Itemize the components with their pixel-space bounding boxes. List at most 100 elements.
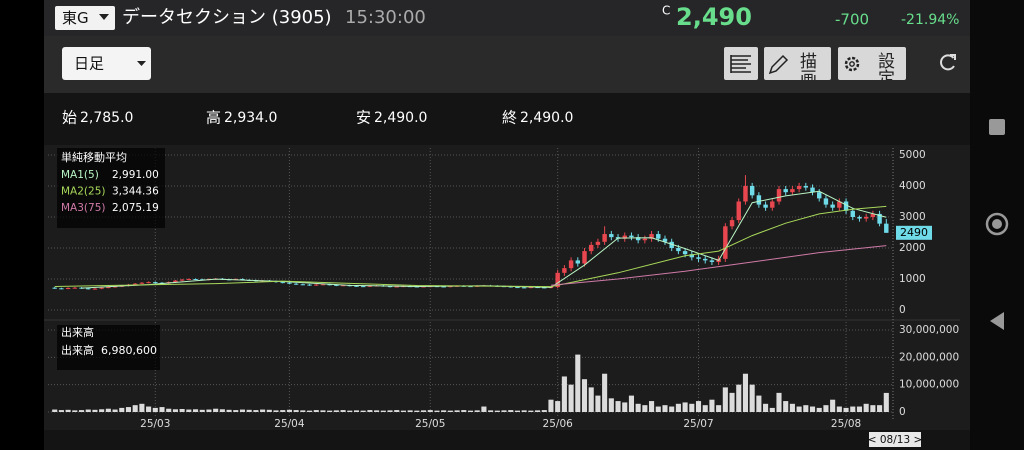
y-tick-label: 3000 — [899, 211, 926, 223]
x-tick-label: 25/05 — [415, 418, 445, 430]
volume-bar — [454, 410, 460, 412]
volume-bar — [856, 406, 863, 412]
volume-bar — [776, 392, 782, 412]
volume-bar — [742, 373, 749, 412]
candle-body — [870, 213, 876, 217]
time: 15:30:00 — [345, 7, 426, 28]
volume-bar — [662, 405, 668, 412]
candle-body — [52, 287, 57, 289]
candle-body — [662, 238, 668, 242]
volume-bar — [608, 398, 614, 412]
y-tick-label: 2000 — [899, 242, 926, 254]
back-button[interactable] — [990, 312, 1004, 330]
candle-body — [468, 286, 473, 288]
candle-body — [421, 286, 426, 288]
candle-body — [146, 282, 151, 284]
candle-body — [629, 235, 634, 238]
volume-bar — [434, 410, 440, 412]
volume-bar — [340, 410, 346, 412]
candle-body — [448, 286, 453, 288]
volume-bar — [541, 410, 547, 412]
volume-bar — [836, 406, 842, 412]
volume-bar — [58, 410, 64, 412]
volume-bar — [736, 384, 742, 412]
candle-body — [783, 189, 788, 193]
ma-legend-value: 2,991.00 — [112, 169, 159, 181]
volume-bar — [192, 409, 199, 412]
ohlc-label: 始 — [62, 109, 77, 127]
volume-bar — [360, 410, 366, 412]
pencil-icon — [768, 54, 789, 75]
cursor-date-box — [869, 432, 921, 447]
volume-bar — [675, 403, 681, 412]
ohlc-value: 2,934.0 — [224, 110, 277, 126]
volume-bar — [394, 410, 400, 412]
period-select[interactable] — [62, 47, 151, 80]
refresh-icon[interactable] — [940, 54, 955, 71]
candle-body — [622, 235, 627, 239]
candle-body — [441, 286, 446, 288]
candle-body — [837, 201, 842, 208]
volume-bar — [649, 401, 655, 412]
volume-bar — [561, 376, 567, 412]
moving-average-line — [54, 205, 887, 288]
ma-legend-name: MA3(75) — [61, 202, 105, 214]
volume-bar — [655, 406, 661, 412]
candle-body — [689, 254, 695, 258]
candle-body — [682, 251, 688, 255]
candle-body — [589, 244, 594, 252]
candle-body — [79, 287, 84, 289]
volume-bar — [863, 403, 869, 412]
candle-body — [240, 279, 245, 280]
volume-bar — [199, 409, 205, 412]
indicator-icon — [730, 55, 751, 73]
draw-button[interactable] — [764, 47, 831, 80]
volume-bar — [219, 409, 225, 412]
candle-body — [99, 287, 104, 289]
candle-body — [287, 282, 292, 284]
recents-button[interactable] — [989, 119, 1005, 135]
candle-body — [528, 287, 534, 289]
volume-bar — [695, 401, 702, 412]
volume-bar — [702, 405, 708, 412]
volume-bar — [159, 407, 165, 412]
volume-bar — [588, 387, 594, 412]
candle-body — [823, 198, 829, 205]
candle-body — [354, 285, 359, 287]
volume-bar — [306, 410, 313, 412]
candle-body — [387, 286, 393, 288]
y-tick-label: 4000 — [899, 180, 926, 192]
volume-bar — [327, 410, 333, 412]
ohlc-value: 2,490.0 — [520, 110, 573, 126]
volume-bar — [72, 410, 78, 412]
market-select[interactable] — [55, 6, 115, 30]
volume-bar — [105, 408, 111, 412]
volume-bar — [769, 407, 775, 412]
candle-body — [320, 284, 326, 286]
volume-bar — [273, 410, 279, 412]
candle-body — [72, 287, 78, 289]
volume-bar — [595, 395, 601, 412]
candle-body — [843, 201, 849, 211]
candle-body — [810, 187, 815, 193]
volume-bar — [347, 410, 353, 412]
candle-body — [763, 204, 768, 208]
candle-body — [542, 287, 547, 289]
home-button[interactable] — [985, 212, 1009, 236]
y-tick-label: 1000 — [899, 273, 926, 285]
candle-body — [173, 280, 178, 283]
volume-bar — [52, 409, 58, 412]
ma-legend-name: MA2(25) — [61, 186, 105, 198]
volume-bar — [642, 405, 648, 412]
cursor-date: < 08/13 > — [868, 434, 923, 446]
volume-bar — [293, 410, 299, 412]
candle-body — [515, 287, 520, 289]
volume-bar — [729, 392, 735, 412]
candle-body — [884, 223, 889, 233]
settings-button[interactable] — [838, 47, 906, 80]
candle-body — [394, 286, 399, 288]
candle-body — [709, 260, 715, 262]
volume-bar — [635, 403, 641, 412]
refresh-arrow — [950, 54, 956, 60]
